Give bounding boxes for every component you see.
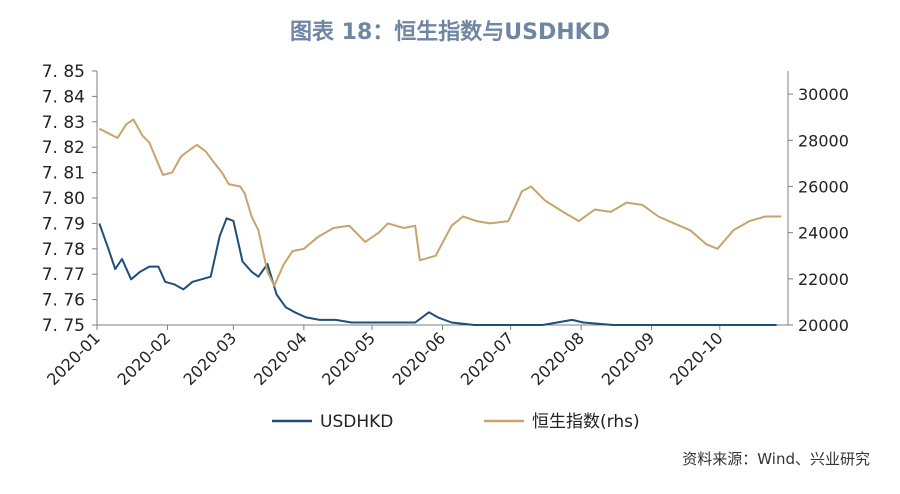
y-left-tick-label: 7. 76 <box>42 291 85 311</box>
y-right-tick-label: 28000 <box>798 131 849 150</box>
y-left-tick-label: 7. 78 <box>42 240 85 260</box>
y-left-tick-label: 7. 77 <box>42 265 85 285</box>
axes: 7. 75 7. 76 7. 77 7. 78 7. 79 7. 80 7. 81 7. 82… <box>42 62 849 389</box>
x-tick-label: 2020-07 <box>457 328 518 389</box>
y-left-tick-label: 7. 81 <box>42 164 85 184</box>
y-right-tick-label: 22000 <box>798 270 849 289</box>
series-line-usdhkd <box>98 217 777 326</box>
x-tick-label: 2020-08 <box>527 328 588 389</box>
y-left-tick-label: 7. 79 <box>42 214 85 234</box>
x-tick-label: 2020-02 <box>114 328 175 389</box>
x-tick-label: 2020-09 <box>598 328 659 389</box>
y-right-tick-label: 20000 <box>798 316 849 335</box>
y-right-tick-label: 26000 <box>798 177 849 196</box>
x-tick-label: 2020-01 <box>43 328 104 389</box>
y-left-tick-label: 7. 80 <box>42 189 85 209</box>
x-tick-label: 2020-04 <box>250 328 311 389</box>
x-tick-label: 2020-05 <box>318 328 379 389</box>
y-left-tick-label: 7. 84 <box>42 87 85 107</box>
legend-label: 恒生指数(rhs) <box>532 412 640 432</box>
x-tick-label: 2020-03 <box>179 328 240 389</box>
y-right-tick-label: 24000 <box>798 224 849 243</box>
y-left-tick-label: 7. 75 <box>42 316 85 336</box>
series-line-hsi <box>98 118 782 287</box>
source-note: 资料来源：Wind、兴业研究 <box>682 450 870 468</box>
legend-label: USDHKD <box>320 412 393 432</box>
series-lines <box>98 118 782 326</box>
y-left-tick-label: 7. 83 <box>42 113 85 133</box>
x-tick-label: 2020-06 <box>389 328 450 389</box>
legend: USDHKD 恒生指数(rhs) <box>272 412 640 432</box>
chart-title: 图表 18：恒生指数与USDHKD <box>290 20 610 45</box>
y-left-tick-label: 7. 82 <box>42 138 85 158</box>
y-right-tick-label: 30000 <box>798 85 849 104</box>
x-tick-label: 2020-10 <box>666 328 727 389</box>
y-left-tick-label: 7. 85 <box>42 62 85 82</box>
